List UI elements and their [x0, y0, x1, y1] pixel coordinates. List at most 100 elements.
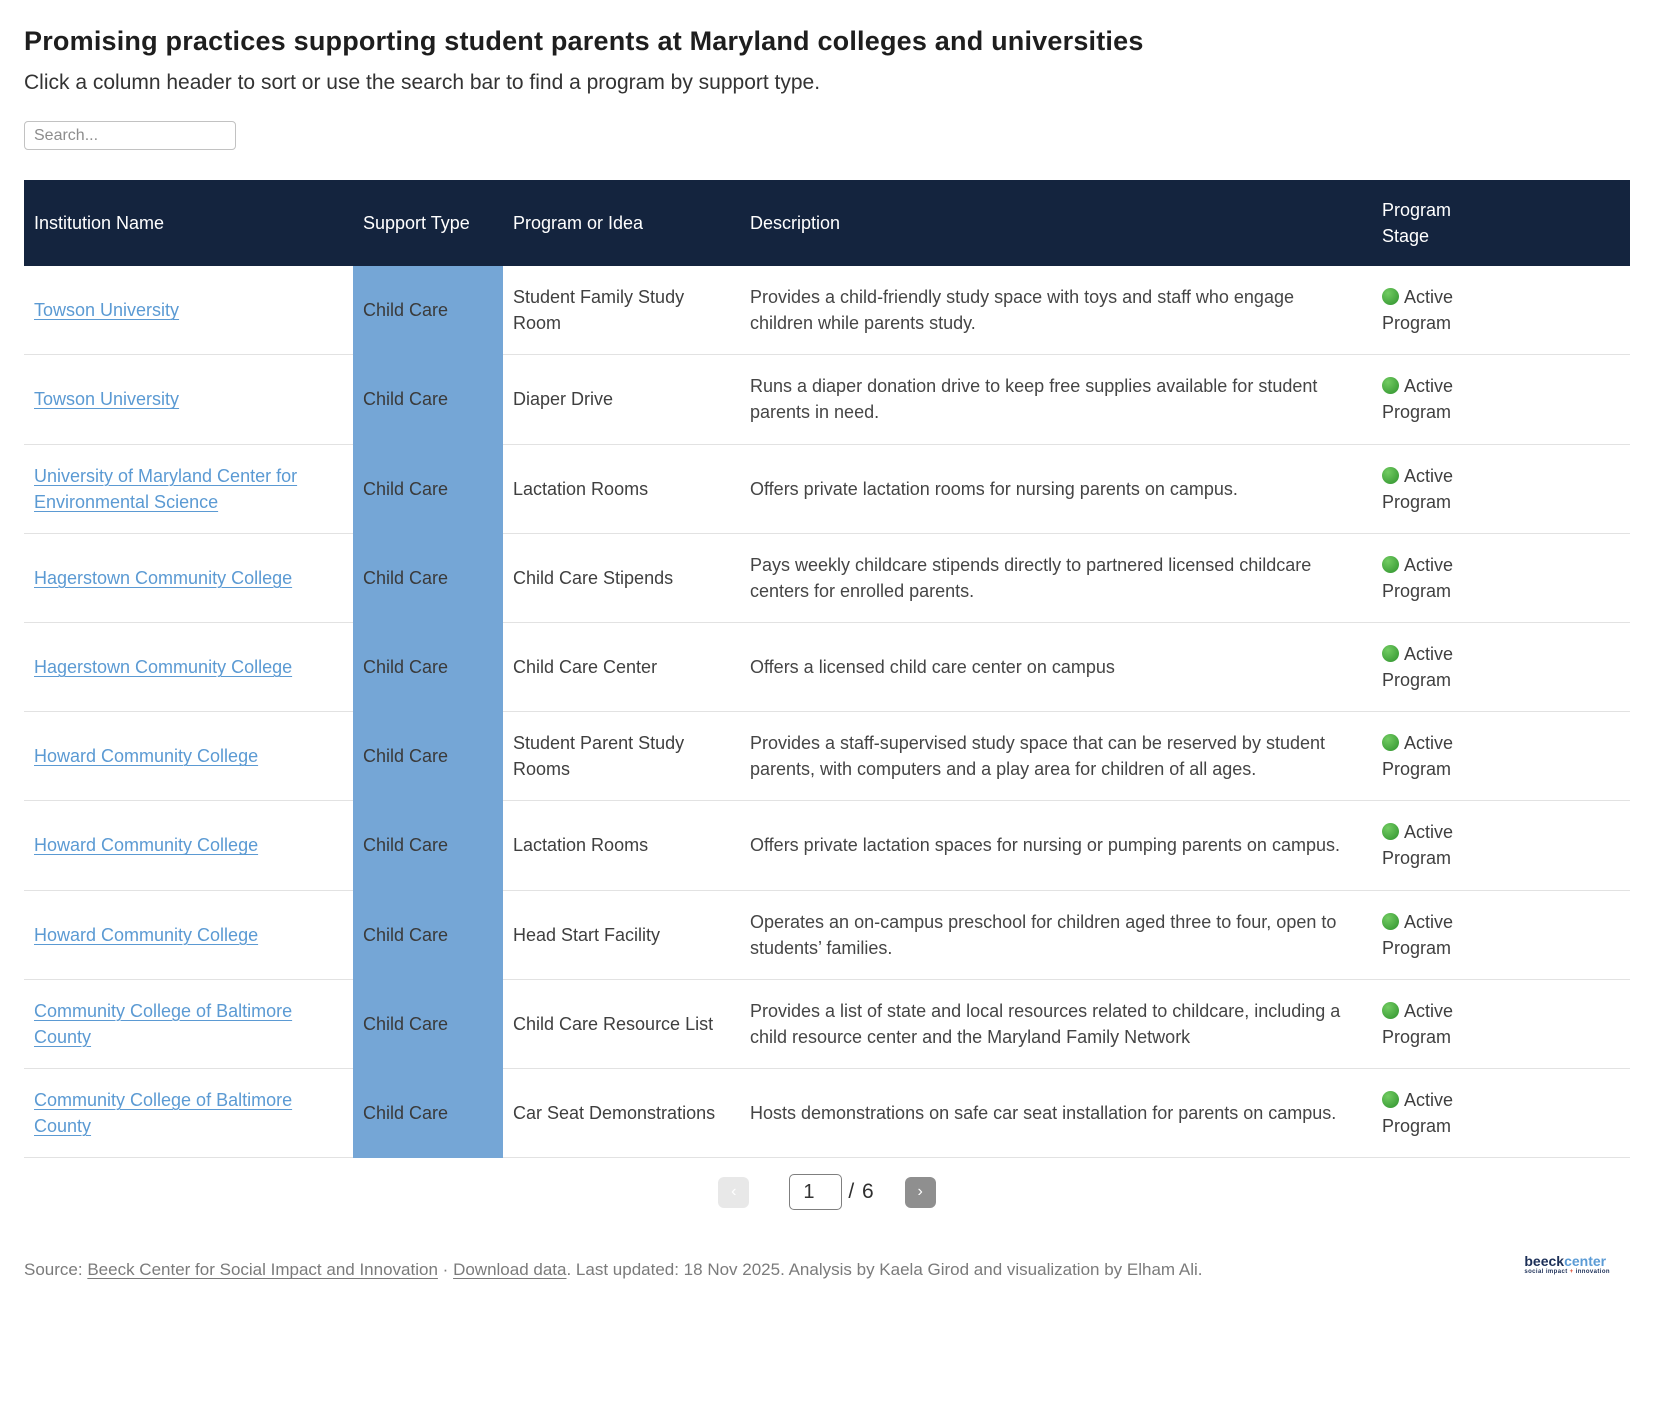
- chevron-right-icon: ›: [917, 1183, 923, 1201]
- program-stage-label: Active Program: [1382, 287, 1454, 334]
- support-type-cell: Child Care: [353, 444, 503, 534]
- active-status-dot-icon: [1382, 555, 1399, 573]
- logo-text-secondary: center: [1564, 1253, 1607, 1270]
- institution-cell: Hagerstown Community College: [24, 533, 353, 623]
- institution-link[interactable]: Howard Community College: [34, 924, 259, 945]
- institution-link[interactable]: Towson University: [34, 389, 180, 410]
- active-status-dot-icon: [1382, 823, 1399, 841]
- table-body: Towson University Child Care Student Fam…: [24, 266, 1630, 1159]
- chevron-left-icon: ‹: [731, 1183, 737, 1201]
- table-row: Howard Community College Child Care Lact…: [24, 800, 1630, 891]
- description-cell: Pays weekly childcare stipends directly …: [740, 533, 1372, 623]
- logo-tagline-right: innovation: [1575, 1269, 1610, 1276]
- table-row: Howard Community College Child Care Head…: [24, 890, 1630, 980]
- page-total-label: / 6: [848, 1180, 875, 1204]
- program-cell: Lactation Rooms: [503, 444, 740, 534]
- support-type-cell: Child Care: [353, 711, 503, 802]
- table-row: Towson University Child Care Diaper Driv…: [24, 354, 1630, 445]
- program-stage-cell: Active Program: [1372, 979, 1630, 1069]
- download-data-link[interactable]: Download data: [453, 1260, 567, 1280]
- support-type-cell: Child Care: [353, 533, 503, 623]
- active-status-dot-icon: [1382, 288, 1399, 306]
- active-status-dot-icon: [1382, 644, 1399, 662]
- description-cell: Runs a diaper donation drive to keep fre…: [740, 354, 1372, 445]
- institution-cell: Howard Community College: [24, 711, 353, 802]
- footer-credit: Source: Beeck Center for Social Impact a…: [24, 1258, 1202, 1282]
- footer-suffix: . Last updated: 18 Nov 2025. Analysis by…: [566, 1260, 1203, 1280]
- institution-link[interactable]: Community College of Baltimore County: [34, 1089, 293, 1136]
- institution-cell: Howard Community College: [24, 800, 353, 891]
- column-header-program[interactable]: Program or Idea: [503, 180, 740, 267]
- institution-link[interactable]: Hagerstown Community College: [34, 567, 293, 588]
- page-number-input[interactable]: [789, 1174, 843, 1211]
- active-status-dot-icon: [1382, 734, 1399, 752]
- table-row: Towson University Child Care Student Fam…: [24, 266, 1630, 356]
- separator-dot: ·: [442, 1260, 449, 1280]
- source-label: Source:: [24, 1260, 83, 1280]
- program-cell: Child Care Resource List: [503, 979, 740, 1069]
- pagination: ‹ / 6 ›: [24, 1174, 1630, 1211]
- institution-link[interactable]: Howard Community College: [34, 835, 259, 856]
- support-type-cell: Child Care: [353, 890, 503, 980]
- program-cell: Student Family Study Room: [503, 266, 740, 356]
- institution-link[interactable]: Towson University: [34, 300, 180, 321]
- institution-cell: University of Maryland Center for Enviro…: [24, 444, 353, 534]
- program-stage-cell: Active Program: [1372, 800, 1630, 891]
- support-type-cell: Child Care: [353, 1068, 503, 1159]
- programs-table: Institution Name Support Type Program or…: [24, 180, 1630, 1159]
- table-header: Institution Name Support Type Program or…: [24, 180, 1630, 267]
- program-stage-cell: Active Program: [1372, 890, 1630, 980]
- support-type-cell: Child Care: [353, 266, 503, 356]
- search-input[interactable]: [24, 121, 236, 150]
- program-stage-cell: Active Program: [1372, 1068, 1630, 1159]
- program-stage-cell: Active Program: [1372, 622, 1630, 713]
- program-stage-label: Active Program: [1382, 1089, 1454, 1136]
- program-stage-cell: Active Program: [1372, 444, 1630, 534]
- description-cell: Provides a child-friendly study space wi…: [740, 266, 1372, 356]
- active-status-dot-icon: [1382, 912, 1399, 930]
- active-status-dot-icon: [1382, 466, 1399, 484]
- active-status-dot-icon: [1382, 1001, 1399, 1019]
- next-page-button[interactable]: ›: [904, 1176, 936, 1208]
- active-status-dot-icon: [1382, 1090, 1399, 1108]
- table-row: University of Maryland Center for Enviro…: [24, 444, 1630, 534]
- table-row: Hagerstown Community College Child Care …: [24, 622, 1630, 713]
- logo-plus-icon: +: [1569, 1269, 1574, 1276]
- column-header-description[interactable]: Description: [740, 180, 1372, 267]
- logo-text-primary: beeck: [1524, 1253, 1565, 1270]
- column-header-institution[interactable]: Institution Name: [24, 180, 353, 267]
- program-cell: Diaper Drive: [503, 354, 740, 445]
- program-stage-label: Active Program: [1382, 643, 1454, 691]
- source-link[interactable]: Beeck Center for Social Impact and Innov…: [87, 1260, 438, 1280]
- institution-link[interactable]: Howard Community College: [34, 746, 259, 767]
- table-row: Community College of Baltimore County Ch…: [24, 1068, 1630, 1159]
- institution-cell: Towson University: [24, 266, 353, 356]
- program-stage-cell: Active Program: [1372, 711, 1630, 802]
- program-stage-label: Active Program: [1382, 376, 1454, 423]
- program-cell: Child Care Center: [503, 622, 740, 713]
- beeck-center-logo[interactable]: beeckcenter social impact + innovation: [1524, 1254, 1610, 1275]
- institution-link[interactable]: Community College of Baltimore County: [34, 1000, 293, 1047]
- institution-link[interactable]: University of Maryland Center for Enviro…: [34, 465, 298, 512]
- description-cell: Operates an on-campus preschool for chil…: [740, 890, 1372, 980]
- program-stage-label: Active Program: [1382, 465, 1454, 512]
- institution-cell: Towson University: [24, 354, 353, 445]
- column-header-support-type[interactable]: Support Type: [353, 180, 503, 267]
- institution-cell: Howard Community College: [24, 890, 353, 980]
- institution-cell: Community College of Baltimore County: [24, 979, 353, 1069]
- description-cell: Offers private lactation spaces for nurs…: [740, 800, 1372, 891]
- support-type-cell: Child Care: [353, 622, 503, 713]
- program-stage-label: Active Program: [1382, 822, 1454, 869]
- column-header-stage[interactable]: Program Stage: [1372, 180, 1630, 267]
- program-stage-cell: Active Program: [1372, 266, 1630, 356]
- previous-page-button[interactable]: ‹: [718, 1176, 750, 1208]
- page-subtitle: Click a column header to sort or use the…: [24, 71, 821, 94]
- program-stage-cell: Active Program: [1372, 533, 1630, 623]
- description-cell: Hosts demonstrations on safe car seat in…: [740, 1068, 1372, 1159]
- active-status-dot-icon: [1382, 377, 1399, 395]
- support-type-cell: Child Care: [353, 354, 503, 445]
- institution-link[interactable]: Hagerstown Community College: [34, 656, 293, 677]
- table-row: Howard Community College Child Care Stud…: [24, 711, 1630, 802]
- institution-cell: Hagerstown Community College: [24, 622, 353, 713]
- description-cell: Offers a licensed child care center on c…: [740, 622, 1372, 713]
